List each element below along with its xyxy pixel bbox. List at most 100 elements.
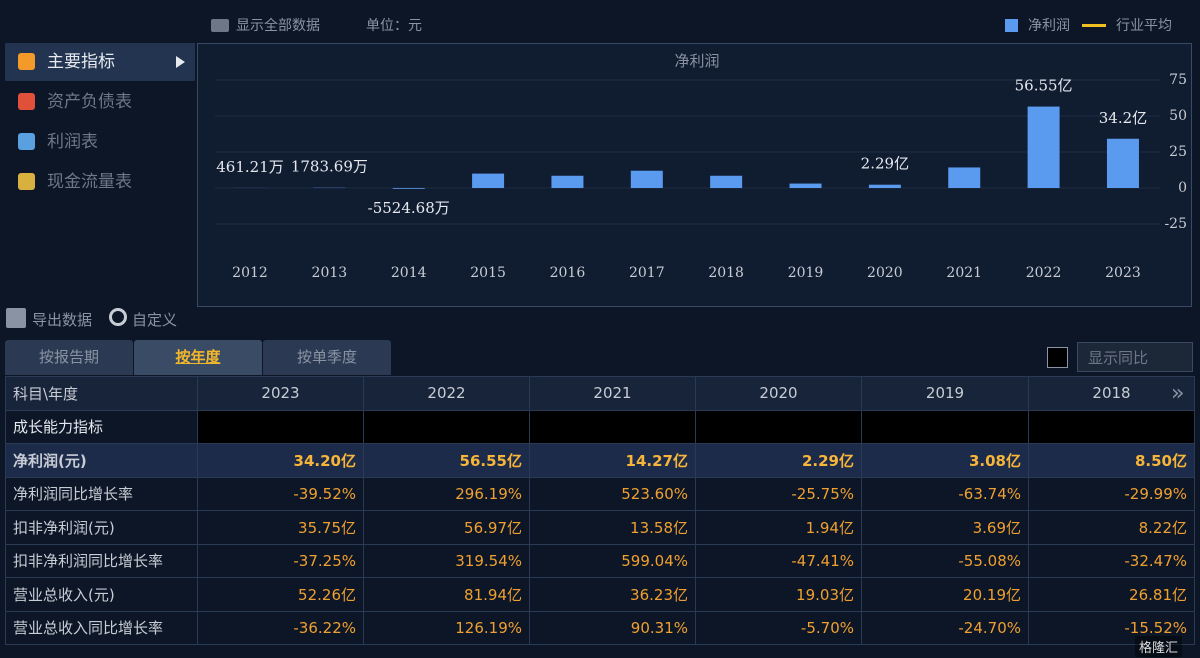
cell: 319.54%	[363, 543, 530, 578]
table-row: 营业总收入(元) 52.26亿 81.94亿 36.23亿 19.03亿 20.19亿 26…	[5, 577, 1195, 612]
value-label: 2.29亿	[861, 155, 909, 173]
tab[interactable]: 按年度	[134, 340, 262, 375]
chart: 净利润 -25 0 25 50 75 2012 461.21万 2013 1783.69万 201…	[197, 43, 1192, 307]
value-label: 1783.69万	[291, 158, 368, 176]
bar	[392, 188, 425, 189]
menu-item[interactable]: 现金流量表	[5, 163, 195, 201]
customize[interactable]: 自定义	[132, 311, 178, 329]
cell: 34.20亿	[197, 443, 364, 478]
x-tick-label: 2012	[232, 265, 268, 281]
menu-label: 资产负债表	[47, 92, 132, 112]
watermark: 格隆汇	[1135, 636, 1183, 657]
chart-title: 净利润	[674, 52, 719, 70]
show-all[interactable]: 显示全部数据	[236, 18, 320, 34]
x-tick-label: 2015	[470, 265, 506, 281]
row-label: 净利润同比增长率	[5, 476, 198, 511]
menu-item[interactable]: 利润表	[5, 123, 195, 161]
x-tick-label: 2013	[312, 265, 348, 281]
tab[interactable]: 按单季度	[263, 340, 391, 375]
cell: -32.47%	[1028, 543, 1195, 578]
cell: 13.58亿	[529, 510, 696, 545]
bar	[948, 167, 981, 188]
x-tick-label: 2016	[550, 265, 586, 281]
y-tick-label: 0	[1178, 180, 1187, 196]
empty-cell	[1028, 409, 1195, 444]
cell: 599.04%	[529, 543, 696, 578]
cell: -63.74%	[861, 476, 1029, 511]
table-row: 扣非净利润(元) 35.75亿 56.97亿 13.58亿 1.94亿 3.69亿 8.22…	[5, 510, 1195, 545]
y-tick-label: 50	[1169, 108, 1187, 124]
menu-label: 现金流量表	[47, 172, 132, 192]
cell: 35.75亿	[197, 510, 364, 545]
cell: 56.97亿	[363, 510, 530, 545]
row-label: 扣非净利润(元)	[5, 510, 198, 545]
column-header: 2018	[1028, 376, 1195, 411]
bar	[1027, 106, 1060, 188]
x-tick-label: 2022	[1026, 265, 1062, 281]
cell: 26.81亿	[1028, 577, 1195, 612]
cell: 8.22亿	[1028, 510, 1195, 545]
cell: 81.94亿	[363, 577, 530, 612]
export[interactable]: 导出数据	[32, 311, 93, 329]
cell: -36.22%	[197, 610, 364, 645]
legend-label: 净利润	[1028, 18, 1070, 34]
row-label: 营业总收入同比增长率	[5, 610, 198, 645]
menu-icon	[18, 173, 35, 190]
row-label: 净利润(元)	[5, 443, 198, 478]
x-tick-label: 2021	[946, 265, 982, 281]
bar	[789, 183, 822, 188]
table-row: 净利润同比增长率 -39.52% 296.19% 523.60% -25.75% -63.…	[5, 476, 1195, 511]
bar	[551, 175, 584, 188]
bar	[710, 175, 743, 188]
y-tick-label: 75	[1169, 72, 1187, 88]
legend-label: 行业平均	[1116, 18, 1172, 34]
table-row: 营业总收入同比增长率 -36.22% 126.19% 90.31% -5.70% -24.…	[5, 610, 1195, 645]
column-header: 2023	[197, 376, 364, 411]
cell: 2.29亿	[695, 443, 862, 478]
table-row: 成长能力指标	[5, 409, 1195, 444]
cell: -29.99%	[1028, 476, 1195, 511]
cell: -39.52%	[197, 476, 364, 511]
row-label: 成长能力指标	[5, 409, 198, 444]
x-tick-label: 2018	[708, 265, 744, 281]
column-header: 科目\年度	[5, 376, 198, 411]
y-tick-label: 25	[1169, 144, 1187, 160]
value-label: 56.55亿	[1015, 77, 1073, 95]
menu-item[interactable]: 主要指标	[5, 43, 195, 81]
cell: 3.69亿	[861, 510, 1029, 545]
menu-item[interactable]: 资产负债表	[5, 83, 195, 121]
data-table: 科目\年度 2023 2022 2021 2020 2019 2018 成长能力指标 净利润(元…	[5, 376, 1195, 645]
bar	[1106, 138, 1139, 188]
empty-cell	[197, 409, 364, 444]
cell: 20.19亿	[861, 577, 1029, 612]
yoy-select[interactable]: 显示同比	[1077, 342, 1193, 372]
cell: 126.19%	[363, 610, 530, 645]
cell: -25.75%	[695, 476, 862, 511]
cell: 19.03亿	[695, 577, 862, 612]
cell: 36.23亿	[529, 577, 696, 612]
table-row: 扣非净利润同比增长率 -37.25% 319.54% 599.04% -47.41% -5…	[5, 543, 1195, 578]
x-tick-label: 2017	[629, 265, 665, 281]
cell: 56.55亿	[363, 443, 530, 478]
chat-icon	[211, 19, 229, 32]
empty-cell	[529, 409, 696, 444]
cell: -24.70%	[861, 610, 1029, 645]
gear-icon	[109, 308, 127, 326]
bar	[472, 173, 505, 188]
column-header: 2021	[529, 376, 696, 411]
tab[interactable]: 按报告期	[5, 340, 133, 375]
cell: 8.50亿	[1028, 443, 1195, 478]
value-label: 461.21万	[216, 158, 284, 176]
menu-icon	[18, 93, 35, 110]
header-row: 科目\年度 2023 2022 2021 2020 2019 2018	[5, 376, 1195, 411]
checkbox[interactable]	[1047, 347, 1068, 368]
legend-swatch	[1005, 18, 1018, 32]
yoy-label: 显示同比	[1088, 349, 1149, 367]
bar	[630, 170, 663, 188]
x-tick-label: 2019	[788, 265, 824, 281]
cell: 296.19%	[363, 476, 530, 511]
column-header: 2022	[363, 376, 530, 411]
next-arrow[interactable]: »	[1171, 381, 1185, 406]
cell: 52.26亿	[197, 577, 364, 612]
